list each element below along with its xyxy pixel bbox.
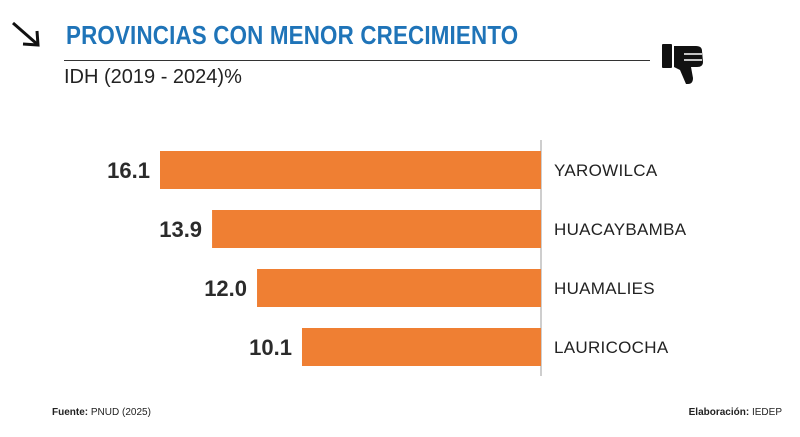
bar xyxy=(160,151,541,189)
chart-subtitle: IDH (2019 - 2024)% xyxy=(64,66,242,88)
category-label: HUACAYBAMBA xyxy=(554,220,687,239)
bar xyxy=(212,210,541,248)
category-label: HUAMALIES xyxy=(554,279,655,298)
source-value: PNUD (2025) xyxy=(90,407,151,418)
chart-title: PROVINCIAS CON MENOR CRECIMIENTO xyxy=(66,20,519,50)
credit-label: Elaboración: xyxy=(688,407,750,418)
credit-value: IEDEP xyxy=(751,407,782,418)
title-divider xyxy=(64,60,650,61)
source-label: Fuente: xyxy=(52,407,89,418)
source-note: Fuente: PNUD (2025) xyxy=(52,407,151,418)
thumbs-down-icon xyxy=(662,44,703,84)
data-label: 10.1 xyxy=(249,335,292,360)
arrow-down-right-icon xyxy=(12,21,40,47)
bar xyxy=(257,269,541,307)
data-label: 16.1 xyxy=(107,158,150,183)
credit-note: Elaboración: IEDEP xyxy=(689,407,782,418)
category-label: LAURICOCHA xyxy=(554,338,669,357)
data-label: 12.0 xyxy=(204,276,247,301)
category-label: YAROWILCA xyxy=(554,161,658,180)
data-label: 13.9 xyxy=(159,217,202,242)
bar xyxy=(301,328,541,366)
